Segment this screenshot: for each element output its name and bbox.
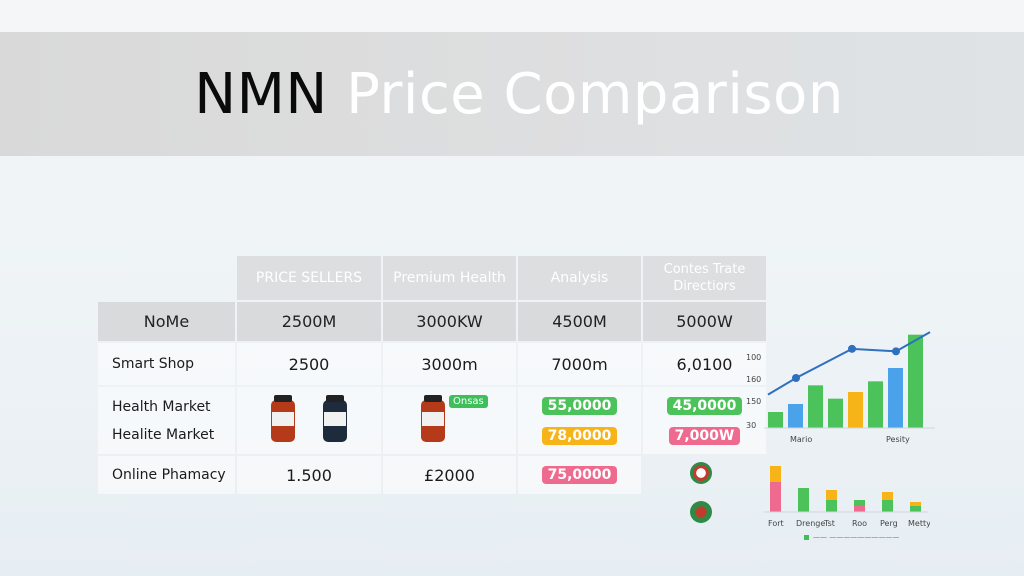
y-tick-label: 160 xyxy=(746,375,761,384)
trend-point xyxy=(792,374,800,382)
y-tick-label: 30 xyxy=(746,421,756,430)
online-pharmacy-badge-pink: 75,0000 xyxy=(541,466,618,484)
row-label-smart-shop: Smart Shop xyxy=(98,343,235,385)
analysis-badge-orange: 78,0000 xyxy=(541,426,618,445)
chart-bar xyxy=(848,392,863,428)
chart-bar xyxy=(808,385,823,428)
header-premium-health[interactable]: Premium Health xyxy=(383,256,516,300)
title-part-price-comparison: Price Comparison xyxy=(346,61,844,127)
chart-bar xyxy=(798,488,809,512)
x-tick-label: Drenge xyxy=(796,519,825,528)
online-pharmacy-value-2: £2000 xyxy=(383,456,516,494)
trend-line xyxy=(767,331,931,396)
chart-bar xyxy=(910,506,921,512)
page-title: NMN Price Comparison xyxy=(194,62,844,127)
x-tick-label: Roo xyxy=(852,519,867,528)
chart-bar xyxy=(770,482,781,512)
chart-bar xyxy=(770,466,781,482)
product-tag: Onsas xyxy=(449,395,488,408)
y-tick-label: 150 xyxy=(746,397,761,406)
chart-bar xyxy=(768,412,783,428)
chart-bar xyxy=(888,368,903,428)
smart-shop-value-1: 2500 xyxy=(237,343,381,385)
chart-bar xyxy=(882,492,893,500)
product-icon xyxy=(690,501,712,523)
director-badge-green: 45,0000 xyxy=(666,396,743,415)
legend-swatch xyxy=(804,534,809,540)
x-tick-label: Perg xyxy=(880,519,898,528)
supplement-bottle-image xyxy=(271,394,295,442)
row-label-health-market: Health Market xyxy=(112,398,211,415)
chart-bar xyxy=(826,500,837,512)
chart-legend: —— —————————— xyxy=(804,533,899,541)
name-row-value-4: 5000W xyxy=(643,302,766,341)
name-row-value-1: 2500M xyxy=(237,302,381,341)
title-banner: NMN Price Comparison xyxy=(0,32,1024,156)
chart-bar xyxy=(882,500,893,512)
legend-text: —— —————————— xyxy=(813,533,900,541)
chart-bar xyxy=(868,381,883,428)
x-tick-label: Pesity xyxy=(886,435,910,444)
x-tick-label: Metty xyxy=(908,519,930,528)
analysis-badges: 55,0000 78,0000 xyxy=(518,387,641,454)
header-directors[interactable]: Contes Trate Directiors xyxy=(643,256,766,300)
header-analysis[interactable]: Analysis xyxy=(518,256,641,300)
online-pharmacy-badge-cell: 75,0000 xyxy=(518,456,641,494)
online-pharmacy-value-1: 1.500 xyxy=(237,456,381,494)
trend-point xyxy=(892,347,900,356)
supplement-bottle-image xyxy=(421,394,445,442)
chart-bar xyxy=(826,490,837,500)
bar-line-chart: 100 160 150 30 Mario Pesity xyxy=(746,331,935,444)
health-market-products xyxy=(237,387,381,454)
director-badges: 45,0000 7,000W xyxy=(643,387,766,454)
price-comparison-table: PRICE SELLERS Premium Health Analysis Co… xyxy=(98,256,766,494)
chart-bar xyxy=(910,502,921,506)
chart-bar xyxy=(908,334,923,428)
health-market-labels: Health Market Healite Market xyxy=(98,387,235,454)
header-price-sellers[interactable]: PRICE SELLERS xyxy=(237,256,381,300)
chart-bar xyxy=(854,506,865,512)
row-label-healite-market: Healite Market xyxy=(112,426,215,443)
premium-health-product: Onsas xyxy=(383,387,516,454)
title-part-nmn: NMN xyxy=(194,61,328,127)
y-tick-label: 100 xyxy=(746,353,761,362)
supplement-bottle-image xyxy=(323,394,347,442)
trend-point xyxy=(848,344,856,353)
name-row-value-2: 3000KW xyxy=(383,302,516,341)
header-empty-cell xyxy=(98,256,235,300)
smart-shop-value-2: 3000m xyxy=(383,343,516,385)
header-directors-label: Contes Trate Directiors xyxy=(663,262,746,294)
smart-shop-value-3: 7000m xyxy=(518,343,641,385)
director-badge-pink: 7,000W xyxy=(668,426,741,445)
x-tick-label: Fort xyxy=(768,519,784,528)
x-tick-label: Tst xyxy=(823,519,835,528)
row-label-online-pharmacy: Online Phamacy xyxy=(98,456,235,494)
x-tick-label: Mario xyxy=(790,435,812,444)
smart-shop-value-4: 6,0100 xyxy=(643,343,766,385)
product-icon xyxy=(690,462,712,484)
analysis-badge-green: 55,0000 xyxy=(541,396,618,415)
chart-bar xyxy=(828,398,843,428)
row-label-name: NoMe xyxy=(98,302,235,341)
name-row-value-3: 4500M xyxy=(518,302,641,341)
chart-bar xyxy=(854,500,865,506)
chart-bar xyxy=(788,404,803,428)
